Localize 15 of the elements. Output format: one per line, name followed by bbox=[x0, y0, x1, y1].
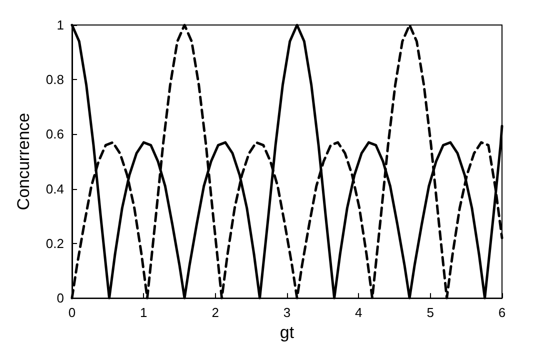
x-tick-label: 0 bbox=[68, 305, 76, 320]
x-tick-label: 4 bbox=[355, 305, 362, 320]
x-tick-label: 3 bbox=[283, 305, 291, 320]
y-tick-label: 0 bbox=[56, 290, 64, 306]
x-tick-label: 5 bbox=[426, 305, 434, 320]
y-tick-label: 0.8 bbox=[46, 72, 64, 88]
x-tick-label: 1 bbox=[140, 305, 148, 320]
y-tick-label: 0.2 bbox=[46, 236, 64, 251]
x-axis-title: gt bbox=[280, 323, 294, 342]
y-tick-label: 1 bbox=[56, 18, 64, 32]
x-tick-label: 2 bbox=[212, 305, 219, 320]
y-tick-label: 0.4 bbox=[46, 181, 64, 196]
x-tick-label: 6 bbox=[498, 305, 506, 320]
y-tick-label: 0.6 bbox=[46, 126, 64, 142]
y-axis-title: Concurrence bbox=[14, 112, 33, 210]
